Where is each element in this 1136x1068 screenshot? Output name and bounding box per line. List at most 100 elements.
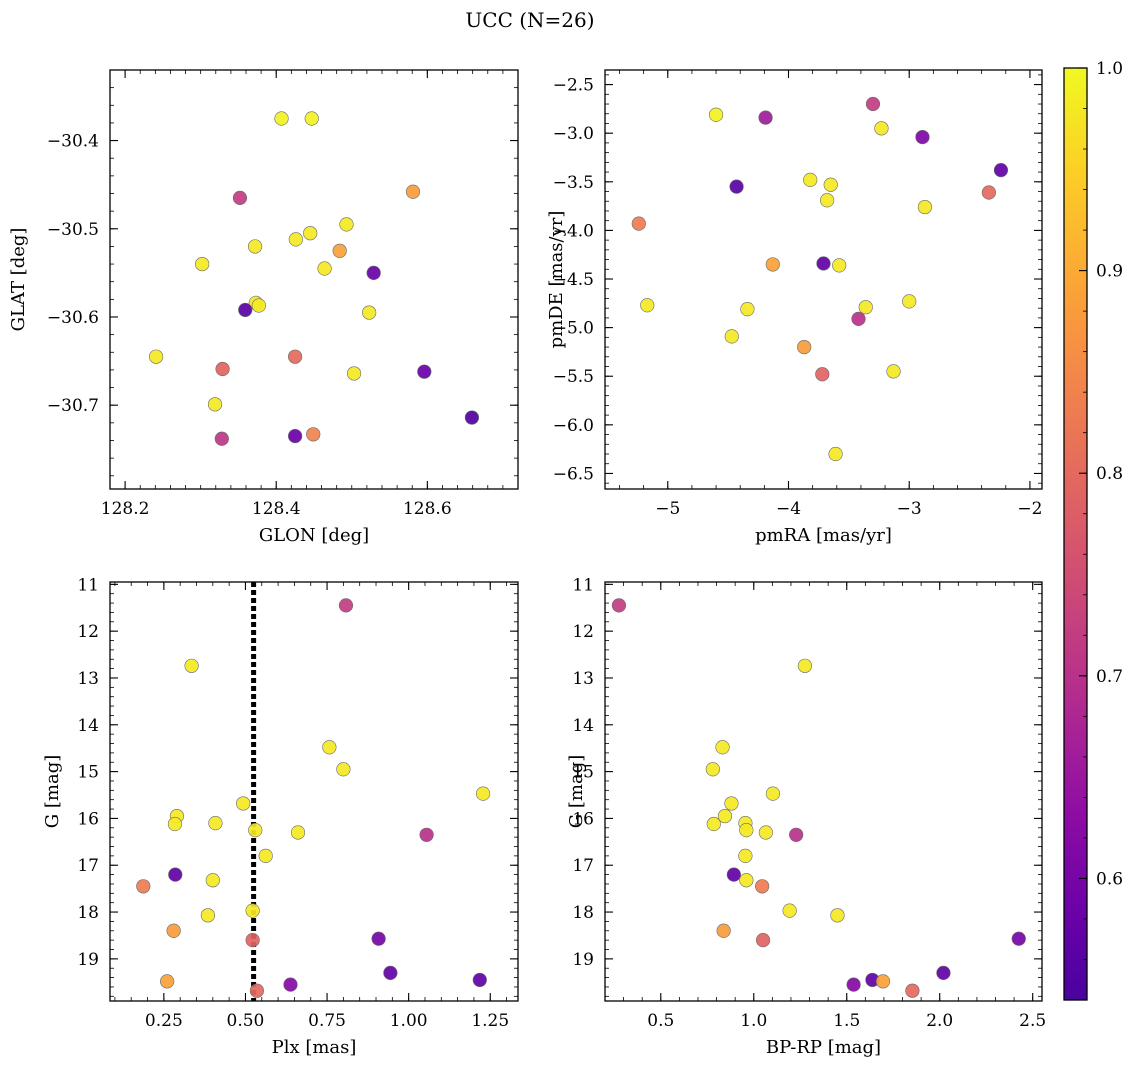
y-tick-label: 12 (572, 622, 594, 642)
scatter-point (755, 879, 770, 894)
scatter-point (830, 908, 845, 923)
y-tick-label: 17 (572, 856, 594, 876)
x-tick-label: 0.5 (647, 1011, 674, 1031)
scatter-point (166, 923, 181, 938)
y-tick-label: 12 (77, 622, 99, 642)
scatter-point (981, 185, 996, 200)
y-tick-label: 13 (572, 669, 594, 689)
scatter-point (208, 816, 223, 831)
scatter-point (797, 339, 812, 355)
scatter-point (915, 129, 930, 145)
x-tick-label: 1.00 (390, 1011, 428, 1031)
x-tick-label: 0.75 (308, 1011, 346, 1031)
scatter-point (247, 239, 263, 254)
colorbar-tick-label: 0.6 (1096, 869, 1123, 889)
colorbar: 0.6 0.7 0.8 0.9 1.0 (1063, 59, 1123, 1001)
x-tick-label: 1.25 (471, 1011, 509, 1031)
plot-frame (109, 581, 519, 1002)
scatter-point (865, 96, 881, 112)
scatter-point (332, 243, 347, 258)
scatter-point (303, 226, 318, 241)
scatter-point (215, 361, 230, 377)
y-tick-label: −30.7 (47, 396, 99, 416)
x-tick-label: 128.2 (101, 499, 150, 519)
y-tick-label: 17 (77, 856, 99, 876)
scatter-point (611, 598, 627, 613)
scatter-point (232, 190, 248, 206)
scatter-point (858, 300, 873, 315)
scatter-point (739, 873, 754, 888)
scatter-point (339, 217, 354, 232)
y-axis-label: G [mag] (566, 755, 587, 828)
scatter-point (419, 827, 434, 842)
scatter-point (290, 825, 306, 840)
scatter-point (288, 232, 303, 247)
scatter-point (797, 658, 813, 673)
colorbar-tick-label: 0.9 (1096, 262, 1123, 282)
colorbar-gradient (1063, 67, 1088, 1001)
scatter-point (846, 977, 861, 992)
scatter-point (214, 431, 229, 446)
y-tick-label: 19 (572, 950, 594, 970)
panel-plx-g: 0.25 0.50 0.75 1.00 1.25 11 12 13 14 15 16 17 18 19 Pl… (42, 575, 519, 1058)
scatter-point (706, 816, 721, 832)
scatter-point (823, 177, 838, 192)
figure-title: UCC (N=26) (465, 8, 594, 32)
x-tick-label: −4 (776, 499, 801, 519)
y-tick-label: 19 (77, 950, 99, 970)
scatter-point (905, 983, 920, 998)
scatter-point (472, 972, 487, 988)
scatter-points (136, 598, 491, 998)
scatter-point (758, 825, 773, 840)
y-tick-label: 11 (77, 575, 99, 595)
scatter-point (717, 808, 733, 824)
x-tick-label: 2.0 (926, 1011, 953, 1031)
scatter-point (724, 329, 739, 344)
scatter-point (705, 762, 720, 777)
scatter-point (758, 110, 773, 125)
scatter-point (249, 983, 264, 998)
x-tick-label: −5 (655, 499, 680, 519)
scatter-point (726, 867, 741, 882)
scatter-point (917, 199, 933, 215)
colorbar-tick-label: 0.8 (1096, 464, 1123, 484)
scatter-point (362, 305, 377, 320)
scatter-point (708, 107, 724, 122)
scatter-point (236, 796, 251, 811)
scatter-point (184, 658, 199, 673)
y-tick-label: 18 (572, 903, 594, 923)
scatter-point (475, 786, 491, 801)
scatter-point (851, 311, 866, 326)
scatter-point (167, 816, 183, 832)
scatter-point (200, 908, 216, 923)
x-tick-label: −3 (897, 499, 922, 519)
y-tick-label: 15 (77, 763, 99, 783)
plot-frame (109, 69, 519, 490)
scatter-point (371, 931, 386, 946)
x-tick-label: 2.5 (1019, 1011, 1046, 1031)
y-tick-label: −30.6 (47, 308, 99, 328)
scatter-point (160, 974, 175, 989)
scatter-points (148, 111, 480, 446)
panel-bprp-g: 0.5 1.0 1.5 2.0 2.5 11 12 13 14 15 16 17 18 19 BP-RP [… (566, 575, 1046, 1058)
y-tick-label: 18 (77, 903, 99, 923)
scatter-point (789, 827, 804, 842)
scatter-point (816, 256, 831, 271)
scatter-point (245, 903, 260, 918)
y-tick-label: −5.0 (553, 319, 594, 339)
panel-glon-glat: 128.2 128.4 128.6 −30.4 −30.5 −30.6 −30.7 GLON … (8, 69, 519, 546)
scatter-point (902, 294, 917, 309)
y-tick-label: −3.5 (553, 173, 594, 193)
scatter-point (815, 367, 830, 382)
x-axis-label: pmRA [mas/yr] (755, 525, 892, 546)
plot-frame (604, 581, 1043, 1002)
scatter-point (832, 258, 847, 273)
scatter-point (417, 364, 432, 379)
scatter-point (366, 265, 381, 280)
scatter-point (195, 256, 210, 272)
scatter-points (631, 96, 1009, 462)
colorbar-tick-label: 0.7 (1096, 667, 1123, 687)
scatter-point (765, 786, 781, 801)
scatter-point (336, 762, 351, 777)
scatter-point (288, 349, 303, 364)
